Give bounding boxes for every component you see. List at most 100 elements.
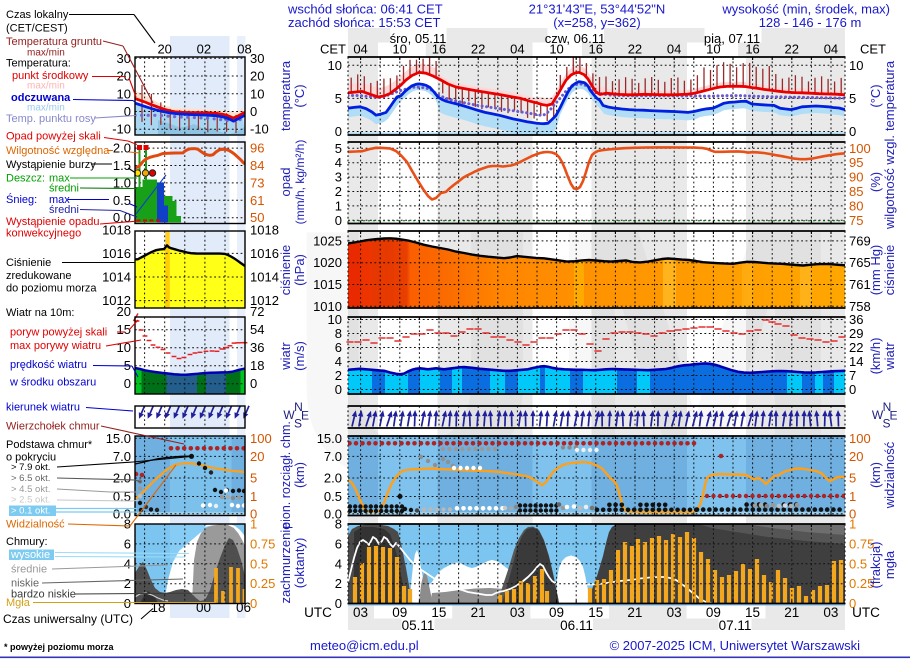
svg-text:10: 10	[706, 42, 720, 57]
svg-text:0.5: 0.5	[250, 556, 268, 571]
svg-text:36: 36	[250, 340, 264, 355]
svg-text:10: 10	[393, 42, 407, 57]
svg-text:1014: 1014	[102, 270, 131, 285]
svg-text:Temperatura gruntu: Temperatura gruntu	[6, 36, 102, 48]
svg-text:02: 02	[197, 42, 211, 57]
svg-text:E: E	[889, 409, 897, 423]
svg-text:meteo@icm.edu.pl: meteo@icm.edu.pl	[310, 638, 419, 653]
svg-text:0: 0	[849, 596, 856, 611]
svg-text:0: 0	[250, 376, 257, 391]
svg-text:2.0: 2.0	[113, 141, 131, 156]
svg-text:0: 0	[849, 506, 856, 521]
svg-text:zachód słońca: 15:53 CET: zachód słońca: 15:53 CET	[288, 15, 441, 30]
svg-text:konwekcyjnego: konwekcyjnego	[6, 228, 81, 240]
svg-text:03: 03	[667, 605, 682, 620]
svg-text:odczuwana: odczuwana	[11, 92, 71, 104]
svg-text:0: 0	[849, 382, 856, 397]
svg-text:(frakcja): (frakcja)	[868, 542, 883, 589]
svg-text:50: 50	[250, 210, 264, 225]
svg-text:punkt środkowy: punkt środkowy	[12, 70, 89, 82]
svg-text:temperatura: temperatura	[882, 60, 897, 131]
svg-text:0: 0	[124, 596, 131, 611]
svg-text:0.5: 0.5	[849, 556, 867, 571]
svg-text:1014: 1014	[250, 270, 279, 285]
svg-text:o pokryciu: o pokryciu	[6, 452, 56, 464]
svg-text:0: 0	[335, 382, 342, 397]
svg-text:30: 30	[250, 51, 264, 66]
svg-text:61: 61	[250, 193, 264, 208]
svg-text:16: 16	[745, 42, 759, 57]
svg-text:(km): (km)	[292, 462, 307, 488]
svg-text:2: 2	[335, 368, 342, 383]
svg-text:(mm/h, kg/m²/h): (mm/h, kg/m²/h)	[293, 140, 307, 225]
svg-text:(°C): (°C)	[292, 84, 307, 107]
svg-text:20: 20	[849, 449, 863, 464]
svg-text:1012: 1012	[102, 293, 131, 308]
svg-text:22: 22	[785, 42, 799, 57]
svg-text:CET: CET	[320, 42, 346, 57]
svg-text:do poziomu morza: do poziomu morza	[6, 283, 97, 295]
svg-text:1: 1	[250, 517, 257, 532]
svg-text:(km): (km)	[868, 462, 883, 488]
svg-text:Wystąpienie burzy: Wystąpienie burzy	[6, 159, 96, 171]
svg-text:20: 20	[117, 304, 131, 319]
svg-text:10: 10	[549, 42, 563, 57]
svg-text:758: 758	[849, 299, 871, 314]
svg-text:Podstawa chmur*: Podstawa chmur*	[6, 439, 93, 451]
svg-text:14: 14	[849, 354, 863, 369]
svg-text:(hPa): (hPa)	[292, 254, 307, 286]
svg-text:0: 0	[849, 124, 856, 139]
svg-text:0: 0	[250, 104, 257, 119]
svg-text:1016: 1016	[250, 246, 279, 261]
svg-text:1025: 1025	[313, 233, 342, 248]
svg-text:średnie: średnie	[11, 564, 47, 576]
svg-text:08: 08	[237, 42, 251, 57]
svg-text:Śnieg:: Śnieg:	[6, 193, 37, 206]
svg-text:04: 04	[667, 42, 681, 57]
svg-text:(x=258, y=362): (x=258, y=362)	[553, 15, 640, 30]
svg-text:CET: CET	[860, 42, 886, 57]
svg-text:mgła: mgła	[882, 550, 897, 579]
svg-text:Czas uniwersalny (UTC): Czas uniwersalny (UTC)	[3, 612, 133, 626]
svg-text:opad: opad	[278, 168, 293, 197]
svg-text:20: 20	[157, 42, 171, 57]
svg-text:18: 18	[250, 358, 264, 373]
svg-text:wysokość (min, środek, max): wysokość (min, środek, max)	[721, 2, 890, 17]
svg-text:10: 10	[849, 58, 863, 73]
svg-text:30: 30	[117, 51, 131, 66]
svg-text:ciśnienie: ciśnienie	[882, 245, 897, 296]
svg-text:poryw powyżej skali: poryw powyżej skali	[10, 327, 107, 339]
svg-text:2: 2	[335, 576, 342, 591]
svg-text:761: 761	[849, 277, 871, 292]
svg-text:1016: 1016	[102, 246, 131, 261]
svg-text:04: 04	[353, 42, 367, 57]
svg-text:0.25: 0.25	[849, 576, 874, 591]
svg-text:max: max	[49, 173, 70, 185]
svg-text:1.0: 1.0	[113, 175, 131, 190]
svg-text:100: 100	[849, 141, 871, 156]
svg-text:S: S	[882, 417, 890, 431]
svg-text:Wiatr na 10m:: Wiatr na 10m:	[6, 307, 74, 319]
svg-text:wiatr: wiatr	[278, 342, 293, 371]
svg-text:96: 96	[250, 141, 264, 156]
svg-text:(km/h): (km/h)	[868, 338, 883, 375]
svg-text:max/min: max/min	[27, 81, 65, 92]
svg-text:UTC: UTC	[852, 605, 880, 620]
svg-text:05.11: 05.11	[402, 618, 435, 633]
svg-text:2.0: 2.0	[113, 471, 131, 486]
svg-text:1018: 1018	[250, 222, 279, 237]
svg-text:15: 15	[117, 322, 131, 337]
svg-text:max/min: max/min	[27, 48, 65, 59]
svg-text:(mm Hg): (mm Hg)	[868, 245, 883, 296]
svg-text:kierunek wiatru: kierunek wiatru	[6, 402, 80, 414]
svg-text:0: 0	[124, 376, 131, 391]
svg-text:W: W	[283, 408, 295, 422]
svg-text:Temperatura:: Temperatura:	[6, 58, 71, 70]
svg-text:1020: 1020	[313, 255, 342, 270]
svg-text:(CET/CEST): (CET/CEST)	[6, 23, 68, 35]
svg-text:2: 2	[124, 576, 131, 591]
svg-text:22: 22	[628, 42, 642, 57]
svg-text:max: max	[49, 194, 70, 206]
svg-text:10: 10	[117, 86, 131, 101]
svg-text:pion. rozciągł. chm.: pion. rozciągł. chm.	[279, 421, 293, 529]
